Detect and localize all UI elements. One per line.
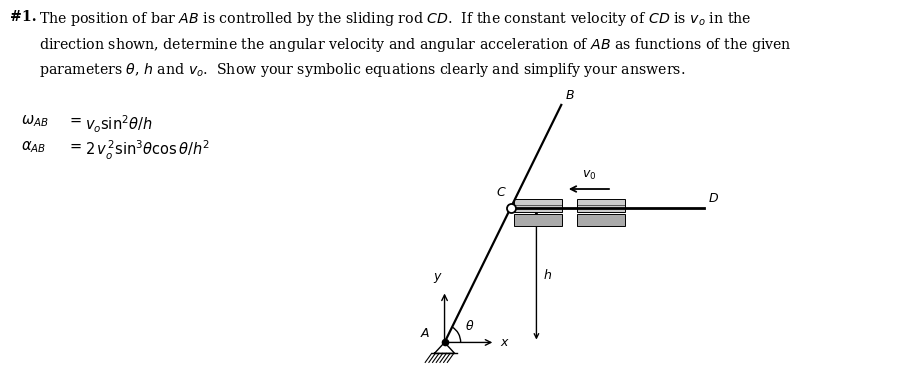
Text: direction shown, determine the angular velocity and angular acceleration of $AB$: direction shown, determine the angular v… xyxy=(40,35,792,54)
Text: $\theta$: $\theta$ xyxy=(465,320,474,333)
Text: #1.: #1. xyxy=(10,10,37,24)
Bar xyxy=(514,214,562,226)
Text: $A$: $A$ xyxy=(420,327,431,341)
Bar xyxy=(577,214,624,226)
Text: The position of bar $AB$ is controlled by the sliding rod $CD$.  If the constant: The position of bar $AB$ is controlled b… xyxy=(40,10,752,28)
Text: $h$: $h$ xyxy=(542,268,552,282)
Text: $v_o \sin^2\!\theta / h$: $v_o \sin^2\!\theta / h$ xyxy=(86,113,153,134)
Text: $=$: $=$ xyxy=(67,113,83,127)
Text: $B$: $B$ xyxy=(565,89,575,102)
Text: $=$: $=$ xyxy=(67,139,83,153)
Text: $D$: $D$ xyxy=(707,192,718,205)
Text: $x$: $x$ xyxy=(500,336,509,349)
Text: parameters $\theta$, $h$ and $v_o$.  Show your symbolic equations clearly and si: parameters $\theta$, $h$ and $v_o$. Show… xyxy=(40,61,685,80)
Bar xyxy=(514,199,562,212)
Text: $\alpha_{AB}$: $\alpha_{AB}$ xyxy=(21,139,46,155)
Text: $v_0$: $v_0$ xyxy=(582,169,596,182)
Text: $C$: $C$ xyxy=(496,186,507,199)
Text: $\omega_{AB}$: $\omega_{AB}$ xyxy=(21,113,49,129)
Text: $y$: $y$ xyxy=(433,271,443,285)
Bar xyxy=(577,199,624,212)
Text: $2 \, v_o^{\,2} \sin^3\!\theta \cos\theta / h^2$: $2 \, v_o^{\,2} \sin^3\!\theta \cos\thet… xyxy=(86,139,211,162)
